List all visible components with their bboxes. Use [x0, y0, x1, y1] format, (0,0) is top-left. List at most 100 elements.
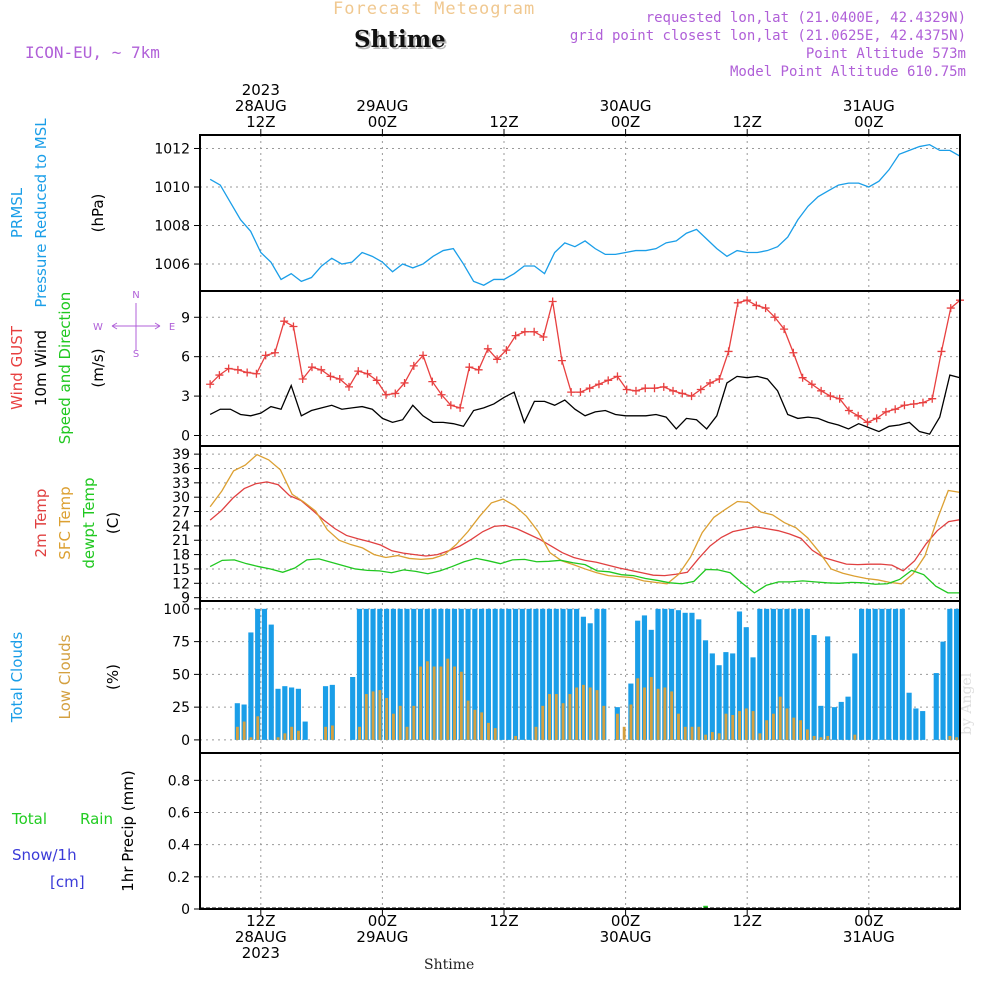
gust-marker [493, 355, 502, 364]
gust-marker [474, 365, 483, 374]
gust-marker [789, 348, 798, 357]
low-cloud-bar [717, 733, 721, 740]
low-cloud-bar [330, 725, 334, 740]
total-cloud-bar [750, 657, 756, 740]
gust-marker [724, 347, 733, 356]
ytick-label-temperature: 39 [172, 447, 190, 463]
gust-marker [585, 384, 594, 393]
low-cloud-bar [364, 694, 368, 740]
total-cloud-bar [546, 608, 553, 740]
gust-marker [918, 398, 927, 407]
ytick-label-clouds: 75 [172, 635, 190, 651]
low-cloud-bar [778, 696, 782, 740]
gust-marker [576, 388, 585, 397]
ytick-label-temperature: 36 [172, 461, 190, 477]
low-cloud-bar [826, 735, 830, 740]
gust-marker [594, 380, 603, 389]
total-cloud-bar [261, 608, 268, 740]
gust-marker [539, 332, 548, 341]
panel-bg-wind [200, 291, 960, 446]
compass-e: E [169, 322, 175, 333]
gust-marker [557, 356, 566, 365]
panel-precip [200, 753, 960, 909]
total-cloud-bar [289, 687, 295, 740]
gust-marker [372, 376, 381, 385]
gust-marker [881, 407, 890, 416]
location-title: Shtime [354, 26, 446, 53]
total-cloud-bar [933, 673, 939, 740]
ytick-label-temperature: 12 [172, 576, 190, 592]
sfc-temp-label: SFC Temp [56, 486, 74, 559]
gust-marker [678, 389, 687, 398]
gust-marker [826, 392, 835, 401]
gridpoint-coordinates: grid point closest lon,lat (21.0625E, 42… [569, 28, 966, 44]
gust-marker [261, 351, 270, 360]
total-cloud-bar [777, 608, 783, 740]
ytick-label-precip: 0.6 [168, 806, 190, 822]
bottom-time-label: 00Z [368, 912, 397, 930]
total-cloud-bar [322, 686, 329, 740]
low-cloud-bar [799, 720, 803, 740]
total-cloud-bar [954, 608, 960, 740]
total-cloud-bar [329, 684, 335, 740]
low-cloud-bar [704, 734, 708, 740]
low-cloud-bar [398, 705, 402, 740]
gust-marker [696, 385, 705, 394]
bottom-time-label: 00Z [611, 912, 640, 930]
gust-marker [252, 369, 261, 378]
low-cloud-bar [643, 687, 646, 740]
total-cloud-bar [655, 608, 661, 740]
gust-marker [687, 392, 696, 401]
top-time-label: 00Z [611, 113, 640, 131]
top-time-label: 28AUG [235, 97, 287, 115]
low-cloud-bar [819, 737, 823, 740]
gust-marker [817, 386, 826, 395]
low-cloud-bar [588, 687, 592, 740]
total-cloud-bar [526, 608, 532, 740]
model-altitude: Model Point Altitude 610.75m [729, 64, 966, 80]
top-time-label: 12Z [733, 113, 762, 131]
low-cloud-bar [812, 735, 816, 740]
gust-marker [752, 301, 761, 310]
total-cloud-bar [662, 608, 668, 740]
top-time-label: 29AUG [356, 97, 408, 115]
ytick-label-wind: 3 [181, 389, 190, 405]
ytick-label-temperature: 30 [172, 490, 190, 506]
ytick-label-temperature: 27 [172, 505, 190, 521]
total-cloud-bar [302, 721, 308, 740]
bottom-time-label: 31AUG [843, 928, 895, 946]
total-cloud-bar [906, 692, 912, 740]
gust-marker [743, 296, 752, 305]
low-cloud-bar [548, 694, 551, 740]
low-cloud-bar [724, 713, 728, 740]
ytick-label-precip: 0.4 [168, 838, 190, 854]
low-cloud-bar [765, 720, 769, 740]
top-time-label: 12Z [489, 113, 518, 131]
total-cloud-bar [892, 608, 899, 740]
low-cloud-bar [358, 726, 361, 740]
total-cloud-bar [770, 608, 776, 740]
gust-marker [807, 380, 816, 389]
wind-gust-markers [206, 296, 964, 427]
total-cloud-bar [689, 612, 695, 740]
gust-marker [622, 385, 631, 394]
total-cloud-bar [899, 608, 905, 740]
point-altitude: Point Altitude 573m [805, 46, 966, 62]
top-time-label: 12Z [246, 113, 275, 131]
low-cloud-bar [575, 687, 579, 740]
total-cloud-bar [485, 608, 491, 740]
top-time-label: 00Z [368, 113, 397, 131]
gust-marker [891, 405, 900, 414]
low-cloud-bar [683, 726, 687, 740]
cloud-bars [234, 608, 960, 740]
total-cloud-bar [499, 608, 505, 740]
total-cloud-bar [587, 623, 593, 740]
low-cloud-bar [629, 704, 633, 740]
gust-marker [928, 394, 937, 403]
low-cloud-bar [792, 717, 796, 740]
low-cloud-bar [785, 708, 789, 740]
low-cloud-bar [615, 713, 619, 740]
low-cloud-bar [554, 694, 558, 740]
low-cloud-bar [256, 716, 260, 740]
low-cloud-bar [276, 737, 280, 740]
